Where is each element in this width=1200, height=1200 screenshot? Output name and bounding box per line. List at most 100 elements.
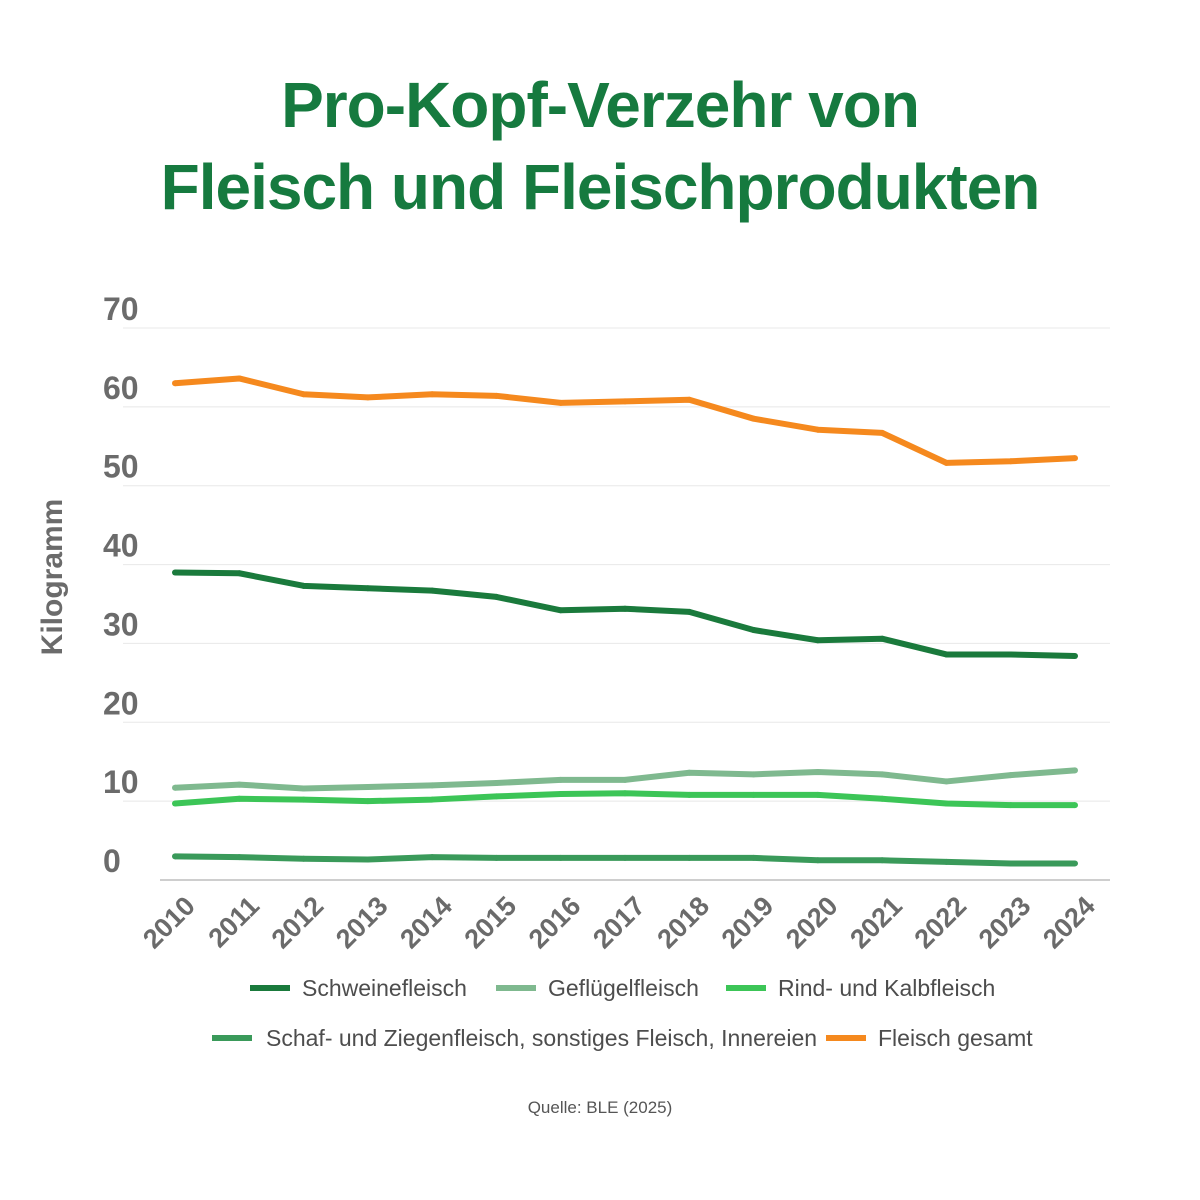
series-1: [172, 767, 1078, 792]
data-point: [300, 391, 307, 398]
data-point: [814, 857, 821, 864]
data-point: [879, 795, 886, 802]
data-point: [493, 854, 500, 861]
source-note: Quelle: BLE (2025): [527, 1098, 673, 1117]
data-point: [1072, 802, 1078, 809]
data-point: [686, 396, 693, 403]
x-tick-label: 2020: [780, 891, 844, 955]
data-point: [364, 585, 371, 592]
data-point: [879, 429, 886, 436]
data-point: [1007, 651, 1014, 658]
y-tick-label: 0: [103, 843, 121, 879]
data-point: [236, 570, 243, 577]
x-tick-label: 2023: [973, 891, 1037, 955]
data-point: [686, 854, 693, 861]
legend-item: Geflügelfleisch: [496, 975, 699, 1001]
data-point: [750, 854, 757, 861]
x-tick-label: 2013: [330, 891, 394, 955]
data-point: [1072, 653, 1078, 660]
x-tick-label: 2011: [202, 891, 265, 954]
data-point: [300, 796, 307, 803]
x-tick-label: 2010: [137, 891, 201, 955]
data-point: [493, 780, 500, 787]
data-point: [1007, 772, 1014, 779]
data-point: [943, 778, 950, 785]
data-point: [686, 791, 693, 798]
data-point: [429, 587, 436, 594]
data-point: [622, 776, 628, 783]
data-point: [172, 853, 178, 860]
data-point: [943, 858, 950, 865]
data-point: [879, 771, 886, 778]
data-point: [493, 593, 500, 600]
y-tick-label: 10: [103, 764, 139, 800]
data-point: [364, 394, 371, 401]
data-point: [172, 380, 178, 387]
data-point: [943, 800, 950, 807]
data-point: [236, 781, 243, 788]
data-point: [879, 857, 886, 864]
x-tick-label: 2018: [651, 891, 715, 955]
data-point: [1072, 455, 1078, 462]
y-tick-label: 20: [103, 685, 139, 721]
data-point: [814, 791, 821, 798]
data-point: [622, 854, 628, 861]
series-2: [172, 790, 1078, 809]
x-tick-label: 2014: [394, 891, 458, 955]
data-point: [557, 399, 564, 406]
y-tick-label: 30: [103, 606, 139, 642]
chart-title-line1: Pro-Kopf-Verzehr von: [281, 69, 920, 141]
data-point: [300, 582, 307, 589]
legend-label: Geflügelfleisch: [548, 975, 699, 1001]
legend-item: Schweinefleisch: [250, 975, 467, 1001]
data-point: [236, 795, 243, 802]
data-point: [686, 769, 693, 776]
data-point: [172, 800, 178, 807]
data-point: [750, 627, 757, 634]
legend-label: Schaf- und Ziegenfleisch, sonstiges Flei…: [266, 1025, 817, 1051]
data-point: [557, 791, 564, 798]
data-point: [622, 605, 628, 612]
y-tick-label: 50: [103, 449, 139, 485]
y-axis-label: Kilogramm: [36, 499, 69, 656]
data-point: [236, 854, 243, 861]
data-point: [814, 426, 821, 433]
data-point: [236, 375, 243, 382]
series-line: [174, 375, 1076, 466]
data-point: [943, 459, 950, 466]
data-point: [750, 791, 757, 798]
data-point: [814, 768, 821, 775]
data-point: [1072, 767, 1078, 774]
data-point: [750, 771, 757, 778]
x-tick-label: 2019: [716, 891, 780, 955]
legend-item: Schaf- und Ziegenfleisch, sonstiges Flei…: [212, 1025, 817, 1051]
data-point: [1007, 802, 1014, 809]
legend-item: Rind- und Kalbfleisch: [726, 975, 995, 1001]
legend: Schweinefleisch Geflügelfleisch Rind- und …: [212, 975, 1033, 1051]
series-lines: [172, 375, 1078, 867]
data-point: [364, 783, 371, 790]
data-point: [1072, 860, 1078, 867]
data-point: [429, 782, 436, 789]
x-tick-label: 2012: [266, 891, 330, 955]
legend-label: Rind- und Kalbfleisch: [778, 975, 995, 1001]
data-point: [364, 798, 371, 805]
chart-title-line2: Fleisch und Fleischprodukten: [160, 151, 1041, 223]
data-point: [814, 637, 821, 644]
data-point: [429, 854, 436, 861]
series-0: [172, 569, 1078, 660]
y-tick-label: 70: [103, 291, 139, 327]
data-point: [300, 855, 307, 862]
data-point: [750, 415, 757, 422]
data-point: [429, 796, 436, 803]
data-point: [429, 391, 436, 398]
data-point: [493, 392, 500, 399]
x-axis-ticks: 2010 2011 2012 2013 2014 2015 2016 2017 2018 2019…: [137, 891, 1101, 955]
x-tick-label: 2024: [1037, 891, 1101, 955]
data-point: [172, 784, 178, 791]
data-point: [300, 785, 307, 792]
legend-label: Fleisch gesamt: [878, 1025, 1033, 1051]
series-4: [172, 375, 1078, 466]
data-point: [493, 793, 500, 800]
